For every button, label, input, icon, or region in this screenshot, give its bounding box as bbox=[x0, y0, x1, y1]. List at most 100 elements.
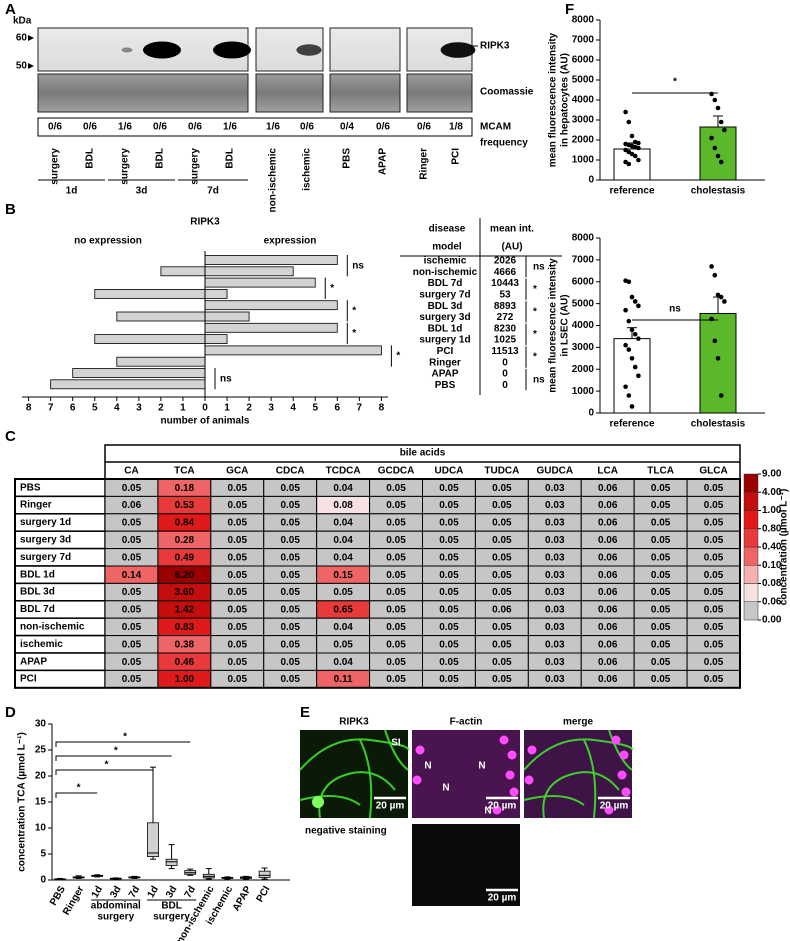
row-label: BDL 1d bbox=[20, 569, 55, 580]
x-tick-label: 7 bbox=[48, 403, 54, 414]
panel-label: F bbox=[565, 1, 574, 18]
cell-value: 0.06 bbox=[122, 500, 142, 511]
lane-label: surgery bbox=[120, 148, 131, 185]
x-tick-label: reference bbox=[609, 419, 654, 430]
panel-label: D bbox=[5, 704, 16, 721]
cell-value: 0.84 bbox=[175, 518, 195, 529]
y-axis-label: in hepatocytes (AU) bbox=[560, 53, 571, 147]
data-point bbox=[712, 338, 718, 344]
model-name: PCI bbox=[437, 346, 454, 357]
bar bbox=[204, 266, 294, 277]
cell-value: 0.05 bbox=[492, 552, 512, 563]
mean-intensity: 0 bbox=[502, 369, 508, 380]
band bbox=[296, 44, 322, 56]
bar bbox=[204, 277, 316, 288]
data-point bbox=[626, 393, 632, 398]
stain bbox=[312, 796, 324, 808]
cell-value: 0.04 bbox=[333, 535, 353, 546]
x-tick-label: 3 bbox=[268, 403, 274, 414]
nucleus-stain bbox=[524, 775, 534, 785]
cell-value: 0.03 bbox=[545, 518, 565, 529]
y-tick-label: 2000 bbox=[572, 135, 595, 146]
cell-value: 0.05 bbox=[492, 639, 512, 650]
cell-value: 0.05 bbox=[228, 657, 248, 668]
cell-value: 0.18 bbox=[175, 483, 195, 494]
cell-value: 6.20 bbox=[175, 570, 195, 581]
lane-label: Ringer bbox=[419, 148, 430, 180]
column-header: GCDCA bbox=[378, 466, 415, 477]
x-tick-label: 2 bbox=[158, 403, 164, 414]
cell-value: 0.05 bbox=[280, 674, 300, 685]
image-label: N bbox=[478, 761, 485, 772]
cell-value: 0.15 bbox=[333, 570, 353, 581]
x-tick-label: 1d bbox=[146, 884, 161, 900]
frequency: 0/6 bbox=[300, 122, 314, 133]
cell-value: 0.05 bbox=[439, 622, 459, 633]
cell-value: 0.06 bbox=[598, 552, 618, 563]
row-label: surgery 3d bbox=[20, 535, 71, 546]
cell-value: 0.05 bbox=[386, 639, 406, 650]
cell-value: 0.05 bbox=[651, 587, 671, 598]
nucleus-stain bbox=[604, 805, 614, 815]
mean-intensity: 0 bbox=[502, 380, 508, 391]
cell-value: 0.05 bbox=[386, 622, 406, 633]
cell-value: 0.05 bbox=[228, 639, 248, 650]
cell-value: 0.05 bbox=[122, 622, 142, 633]
y-tick-label: 20 bbox=[35, 771, 47, 782]
cell-value: 0.06 bbox=[598, 605, 618, 616]
column-header: LCA bbox=[597, 466, 618, 477]
significance: * bbox=[533, 329, 537, 340]
x-tick-label: 7d bbox=[127, 884, 142, 900]
cell-value: 0.05 bbox=[228, 674, 248, 685]
cell-value: 0.03 bbox=[545, 483, 565, 494]
model-name: ischemic bbox=[424, 256, 467, 267]
column-header: UDCA bbox=[435, 466, 464, 477]
data-point bbox=[623, 109, 628, 115]
data-point bbox=[626, 318, 632, 324]
mean-intensity: 8893 bbox=[494, 301, 517, 312]
cell-value: 0.03 bbox=[545, 605, 565, 616]
significance: ns bbox=[533, 374, 545, 385]
nucleus-stain bbox=[499, 735, 509, 745]
band-label: RIPK3 bbox=[480, 41, 510, 52]
significance: * bbox=[114, 746, 118, 757]
y-tick-label: 7000 bbox=[572, 35, 595, 46]
bar bbox=[94, 288, 206, 299]
colorbar-label: 4.00 bbox=[762, 487, 782, 498]
table-header: disease bbox=[429, 224, 466, 235]
nucleus-stain bbox=[509, 787, 519, 797]
y-tick-label: 5 bbox=[40, 849, 46, 860]
significance-bracket bbox=[55, 792, 98, 798]
colorbar-label: 1.00 bbox=[762, 505, 782, 516]
cell-value: 0.05 bbox=[280, 570, 300, 581]
cell-value: 0.05 bbox=[492, 657, 512, 668]
x-axis-label: number of animals bbox=[161, 416, 250, 427]
cell-value: 0.05 bbox=[439, 570, 459, 581]
y-tick-label: 25 bbox=[35, 745, 47, 756]
data-point bbox=[722, 299, 727, 304]
cell-value: 0.05 bbox=[651, 639, 671, 650]
cell-value: 0.05 bbox=[386, 605, 406, 616]
lane-label: PBS bbox=[342, 148, 353, 169]
model-name: surgery 3d bbox=[419, 312, 470, 323]
cell-value: 0.05 bbox=[651, 674, 671, 685]
y-tick-label: 8000 bbox=[572, 233, 595, 244]
colorbar-title: concentration (µmol L⁻¹) bbox=[779, 489, 790, 606]
cell-value: 0.05 bbox=[122, 674, 142, 685]
significance: * bbox=[533, 352, 537, 363]
data-point bbox=[632, 331, 638, 337]
x-tick-label: 7 bbox=[357, 403, 363, 414]
row-label: surgery 7d bbox=[20, 552, 71, 563]
data-point bbox=[632, 153, 638, 159]
x-tick-label: 3d bbox=[108, 884, 123, 900]
cell-value: 0.11 bbox=[334, 674, 353, 685]
cell-value: 0.06 bbox=[598, 622, 618, 633]
cell-value: 0.05 bbox=[704, 587, 724, 598]
bar bbox=[160, 266, 206, 277]
bar bbox=[204, 322, 338, 333]
colorbar-label: 0.06 bbox=[762, 596, 782, 607]
significance: * bbox=[533, 306, 537, 317]
image-label: N bbox=[442, 783, 449, 794]
bar bbox=[204, 300, 338, 311]
